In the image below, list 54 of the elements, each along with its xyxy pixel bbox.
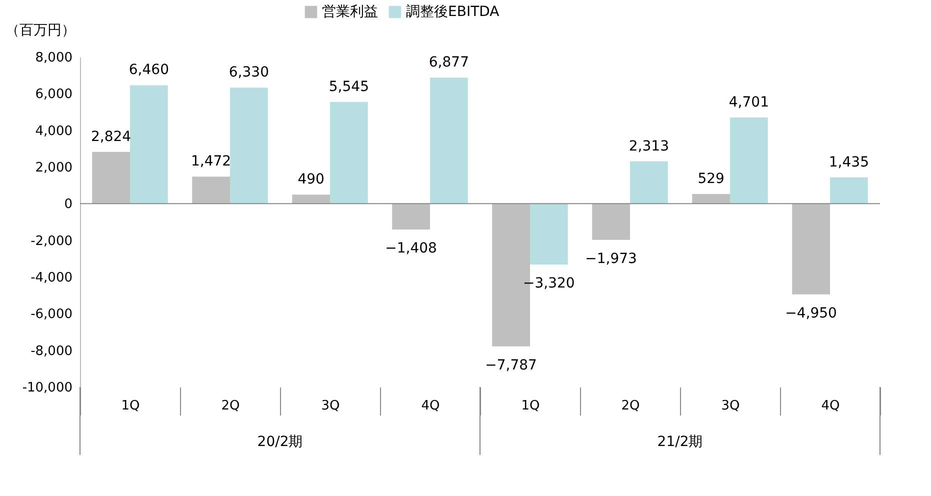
y-tick-label: 2,000 <box>35 160 72 176</box>
bar <box>592 204 630 240</box>
legend-label: 営業利益 <box>322 4 378 20</box>
bar <box>230 88 268 204</box>
data-label: 6,460 <box>128 62 169 78</box>
data-label: 1,435 <box>828 154 869 170</box>
data-label: 2,313 <box>628 138 669 154</box>
y-tick-label: -10,000 <box>22 380 72 396</box>
bar <box>330 102 368 204</box>
bar <box>392 204 430 230</box>
bar <box>792 204 830 294</box>
data-label: 6,877 <box>428 54 469 71</box>
x-tick-label: 1Q <box>521 398 540 414</box>
bar <box>692 194 730 204</box>
data-label: 490 <box>298 172 324 188</box>
x-tick-label: 3Q <box>721 398 740 414</box>
bar <box>292 194 330 204</box>
data-label: 529 <box>698 170 724 187</box>
bar <box>630 161 668 204</box>
text: 21/2期 <box>657 434 703 450</box>
bar <box>92 152 130 204</box>
x-tick-label: 4Q <box>821 398 840 414</box>
data-label: 1,472 <box>191 154 232 170</box>
y-tick-label: 0 <box>64 197 72 212</box>
data-label: 5,545 <box>328 79 369 96</box>
y-tick-label: -4,000 <box>30 270 72 286</box>
y-tick-label: 8,000 <box>35 50 72 66</box>
data-label: 2,824 <box>91 128 132 145</box>
bar <box>830 177 868 204</box>
data-label: −1,973 <box>585 250 637 267</box>
x-tick-label: 2Q <box>621 398 640 414</box>
x-tick-label: 4Q <box>421 398 440 414</box>
y-tick-label: 6,000 <box>35 87 72 102</box>
x-tick-label: 3Q <box>321 398 340 414</box>
y-tick-label: -2,000 <box>30 234 72 249</box>
bar <box>530 204 568 265</box>
data-label: −1,408 <box>385 240 437 256</box>
bar <box>730 117 768 204</box>
bar <box>192 176 230 204</box>
bar <box>430 78 468 204</box>
y-tick-label: -8,000 <box>30 344 72 359</box>
y-axis-title: （百万円） <box>6 22 76 38</box>
text: 20/2期 <box>257 434 303 450</box>
legend-label: 調整後EBITDA <box>406 4 500 20</box>
data-label: 4,701 <box>728 94 769 110</box>
data-label: 6,330 <box>228 64 269 81</box>
y-tick-label: -6,000 <box>30 307 72 322</box>
x-tick-label: 1Q <box>121 398 140 414</box>
y-tick-label: 4,000 <box>35 124 72 139</box>
bar <box>130 85 168 204</box>
data-label: −3,320 <box>523 276 575 292</box>
x-tick-label: 2Q <box>221 398 240 414</box>
data-label: −4,950 <box>785 305 837 322</box>
data-label: −7,787 <box>485 357 537 374</box>
